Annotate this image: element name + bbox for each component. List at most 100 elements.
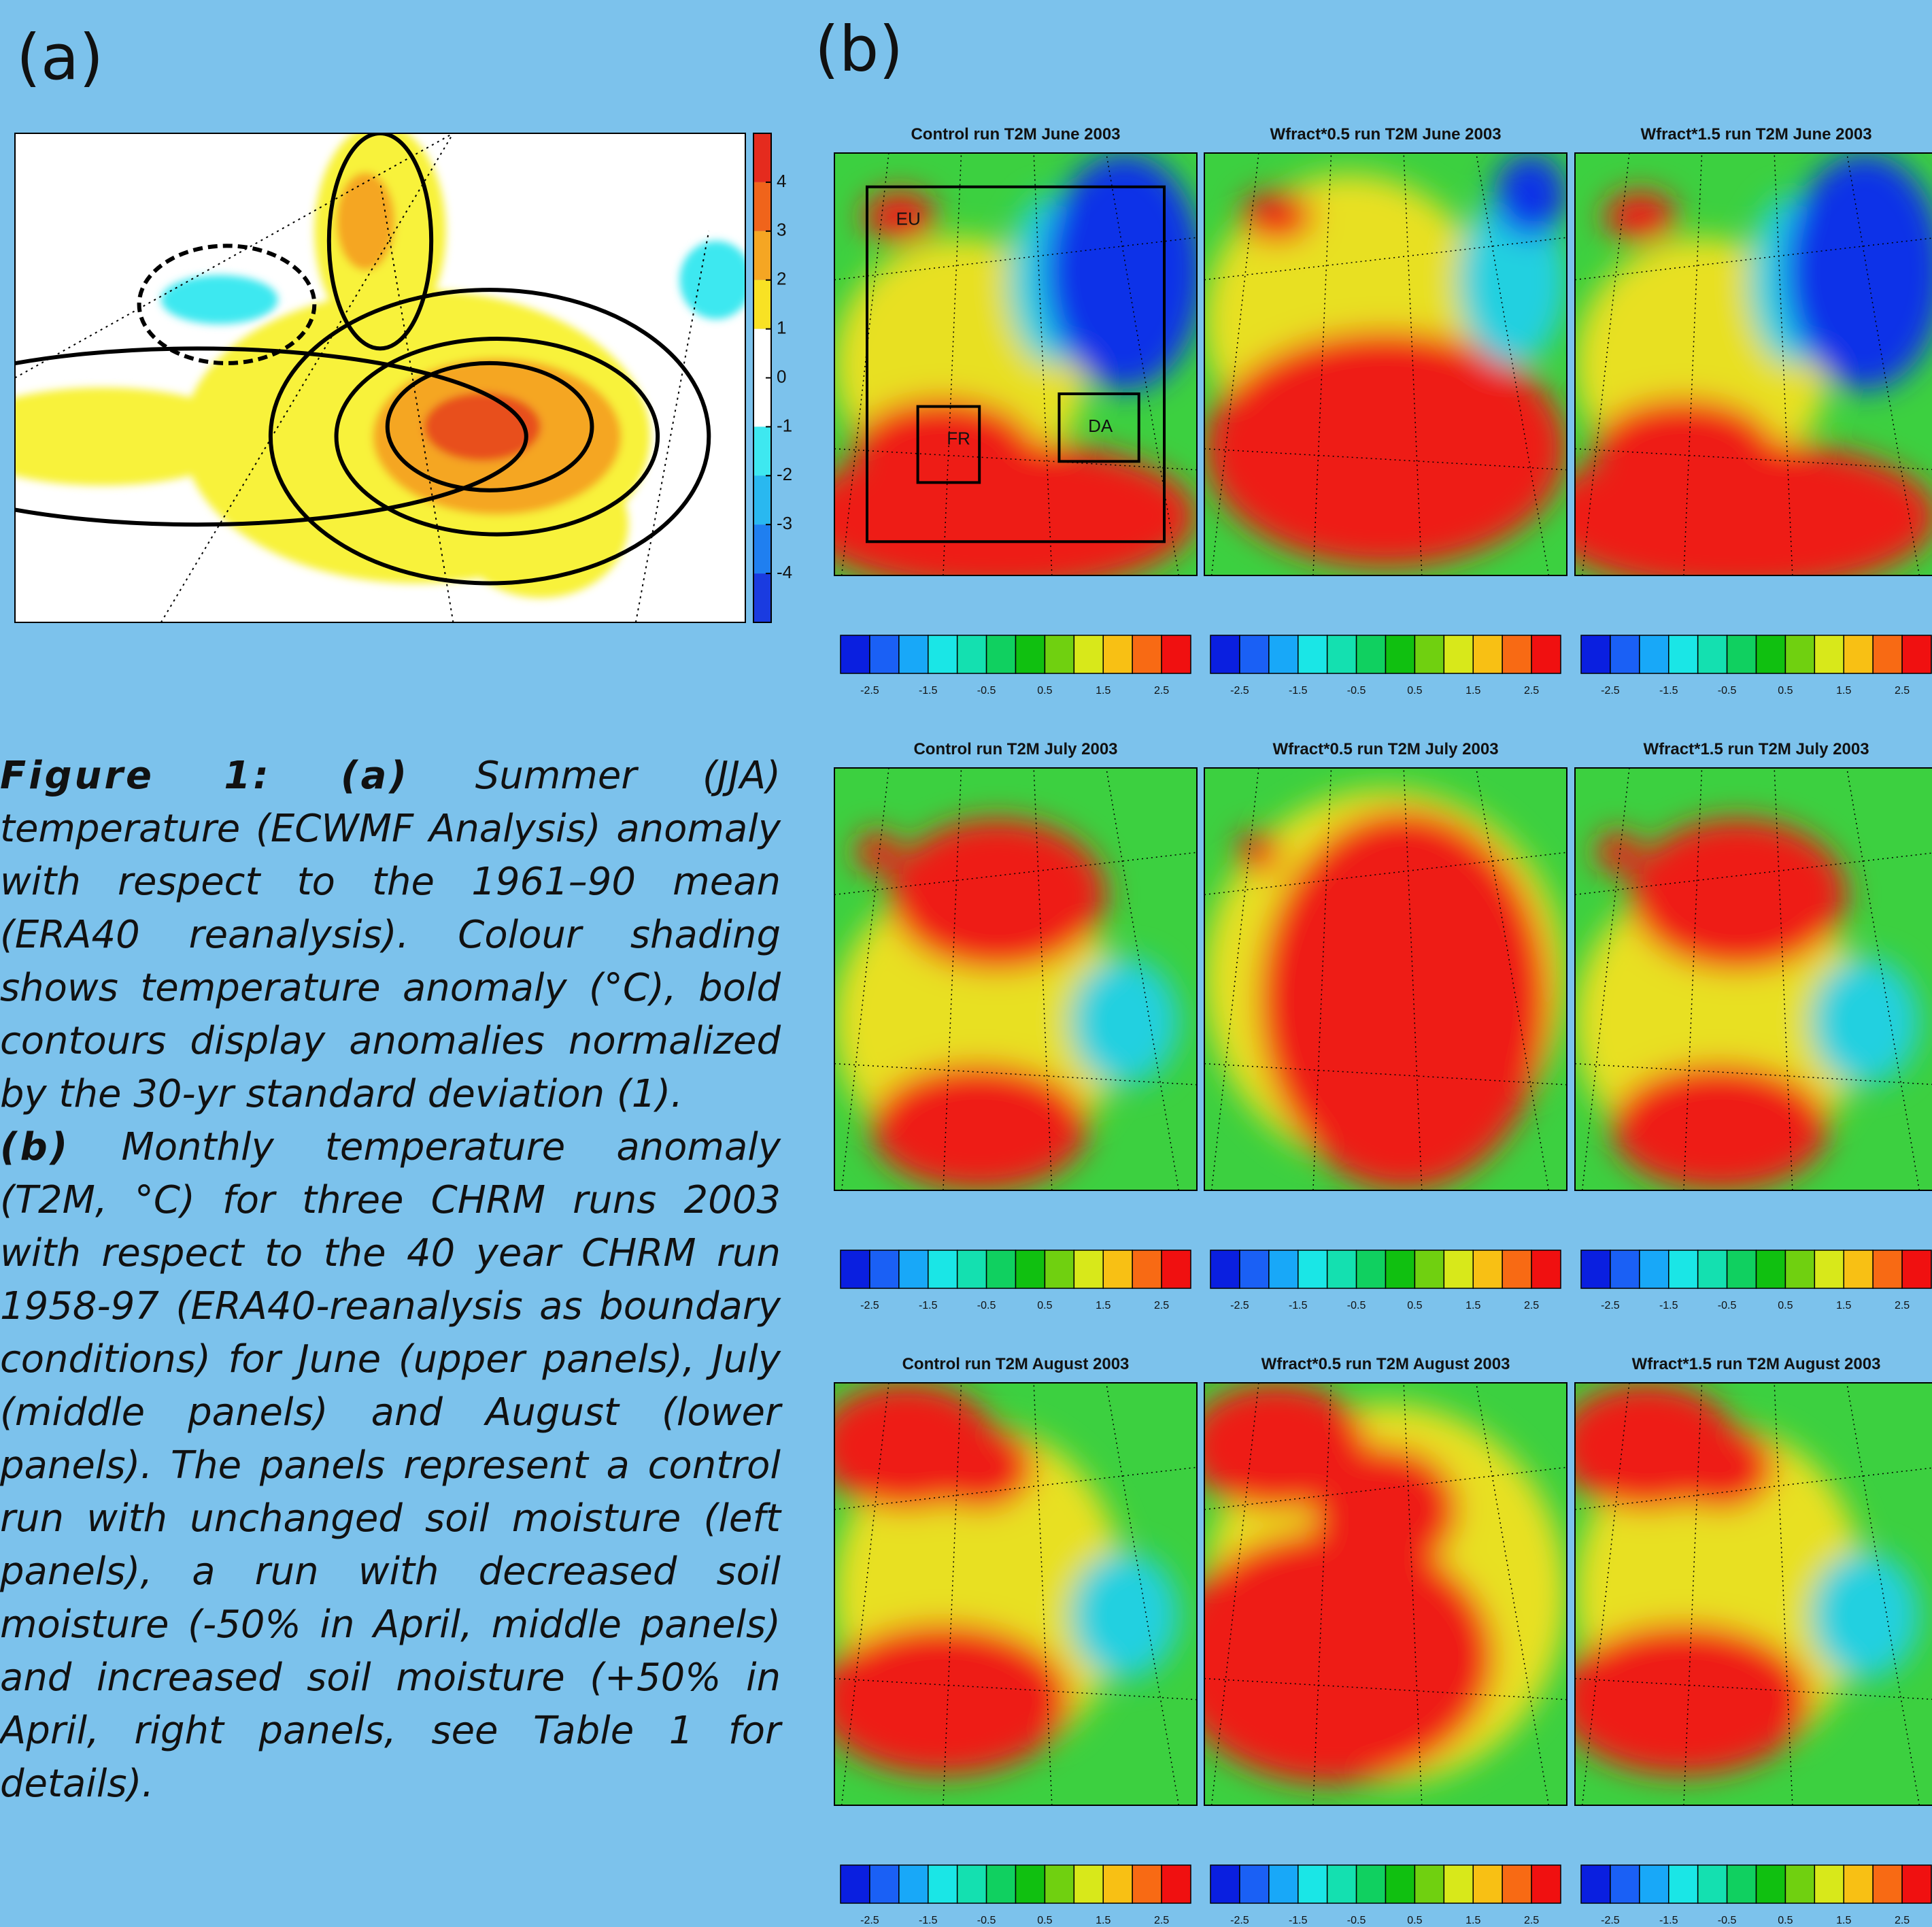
colorbar-cell <box>1327 1865 1357 1903</box>
colorbar-cell <box>1757 635 1786 673</box>
colorbar-tick-label: 1 <box>777 317 786 337</box>
panel-label: (a) <box>16 21 103 94</box>
colorbar-cell <box>1357 635 1386 673</box>
colorbar-tick-label: 1.5 <box>1096 685 1111 697</box>
page: (a) (b) 43210-1-2-3-4Control run T2M Jun… <box>0 0 1932 1927</box>
colorbar-cell <box>1814 1865 1844 1903</box>
colorbar-cell <box>899 635 928 673</box>
map <box>834 768 1197 1190</box>
colorbar-cell <box>870 1250 899 1288</box>
colorbar-cell <box>1045 635 1074 673</box>
colorbar-cell <box>1640 1250 1669 1288</box>
caption-label: (b) <box>0 1125 70 1169</box>
anomaly-area <box>1665 1425 1774 1509</box>
colorbar-tick-label: 0.5 <box>1778 1915 1793 1926</box>
colorbar-cell <box>753 378 771 427</box>
colorbar-cell <box>1414 1865 1444 1903</box>
colorbar-tick-label: -0.5 <box>1347 685 1366 697</box>
colorbar-cell <box>1357 1250 1386 1288</box>
map-title: Wfract*1.5 run T2M July 2003 <box>1643 740 1869 758</box>
colorbar-cell <box>1298 635 1327 673</box>
colorbar-cell <box>753 231 771 280</box>
colorbar-cell <box>1240 1865 1269 1903</box>
colorbar-tick-label: 1.5 <box>1096 1300 1111 1311</box>
colorbar-tick-label: -1.5 <box>1659 1300 1678 1311</box>
colorbar-tick-label: 2.5 <box>1154 685 1169 697</box>
shading <box>1204 153 1567 567</box>
map <box>1204 153 1567 575</box>
colorbar-cell <box>870 635 899 673</box>
colorbar-tick-label: -1.5 <box>1289 1915 1308 1926</box>
colorbar-cell <box>1785 1250 1814 1288</box>
colorbar-cell <box>1357 1865 1386 1903</box>
colorbar-tick-label: 2.5 <box>1895 685 1910 697</box>
colorbar-tick-label: -2.5 <box>860 1300 879 1311</box>
colorbar-cell <box>957 1865 987 1903</box>
colorbar-tick-label: -2.5 <box>860 1915 879 1926</box>
colorbar-cell <box>1531 635 1561 673</box>
colorbar-cell <box>1502 1865 1531 1903</box>
colorbar-cell <box>1785 1865 1814 1903</box>
colorbar-cell <box>1698 1250 1727 1288</box>
colorbar-tick-label: 0.5 <box>1037 1300 1052 1311</box>
anomaly-area <box>1240 191 1313 242</box>
colorbar-cell <box>1074 635 1103 673</box>
colorbar-cell <box>987 1865 1016 1903</box>
colorbar-cell <box>1502 635 1531 673</box>
colorbar-cell <box>1162 635 1191 673</box>
colorbar-tick-label: 1.5 <box>1836 1300 1851 1311</box>
colorbar-cell <box>1414 1250 1444 1288</box>
anomaly-area <box>1070 1552 1179 1678</box>
colorbar-tick-label: -2 <box>777 464 792 484</box>
colorbar-cell <box>1210 1865 1240 1903</box>
colorbar-cell <box>1531 1865 1561 1903</box>
colorbar-tick-label: -2.5 <box>1601 1915 1620 1926</box>
colorbar-cell <box>1531 1250 1561 1288</box>
colorbar-tick-label: -3 <box>777 513 792 533</box>
colorbar-tick-label: -0.5 <box>977 1915 996 1926</box>
colorbar-cell <box>1873 1250 1902 1288</box>
colorbar-tick-label: -1.5 <box>919 685 938 697</box>
colorbar-tick-label: -0.5 <box>977 685 996 697</box>
map <box>816 1383 1197 1805</box>
colorbar-tick-label: 3 <box>777 220 786 240</box>
colorbar-tick-label: 0.5 <box>1407 685 1422 697</box>
colorbar-cell <box>1016 635 1045 673</box>
map-title: Control run T2M June 2003 <box>911 125 1120 144</box>
colorbar-cell <box>1473 1865 1502 1903</box>
colorbar-cell <box>1386 1865 1415 1903</box>
colorbar-tick-label: -0.5 <box>1718 1300 1737 1311</box>
colorbar-cell <box>1386 1250 1415 1288</box>
map-title: Control run T2M July 2003 <box>913 740 1117 758</box>
anomaly-area <box>1597 831 1640 873</box>
colorbar-cell <box>1103 1250 1132 1288</box>
colorbar-cell <box>1640 635 1669 673</box>
colorbar-cell <box>1132 635 1162 673</box>
region-label: DA <box>1088 416 1113 436</box>
colorbar-cell <box>1814 635 1844 673</box>
colorbar-cell <box>1727 1865 1757 1903</box>
colorbar-cell <box>987 635 1016 673</box>
colorbar-cell <box>1581 1865 1610 1903</box>
map <box>0 124 753 622</box>
colorbar-cell <box>1669 1250 1698 1288</box>
colorbar-tick-label: 0.5 <box>1778 1300 1793 1311</box>
colorbar-tick-label: -0.5 <box>1347 1300 1366 1311</box>
caption-label: Figure 1: (a) <box>0 754 409 798</box>
region-label: FR <box>947 428 970 448</box>
colorbar-tick-label: 2.5 <box>1895 1300 1910 1311</box>
anomaly-area <box>1810 1552 1919 1678</box>
colorbar-cell <box>753 329 771 378</box>
colorbar-cell <box>1269 1250 1298 1288</box>
colorbar-tick-label: 0.5 <box>1778 685 1793 697</box>
map-title: Wfract*0.5 run T2M June 2003 <box>1270 125 1501 144</box>
colorbar-cell <box>1414 635 1444 673</box>
map <box>1575 768 1932 1190</box>
colorbar-tick-label: 1.5 <box>1836 685 1851 697</box>
colorbar-tick-label: 1.5 <box>1836 1915 1851 1926</box>
colorbar-cell <box>841 1250 870 1288</box>
map <box>1168 1383 1567 1805</box>
colorbar-tick-label: -1.5 <box>919 1300 938 1311</box>
colorbar-tick-label: 2.5 <box>1895 1915 1910 1926</box>
colorbar-tick-label: -1 <box>777 415 792 435</box>
